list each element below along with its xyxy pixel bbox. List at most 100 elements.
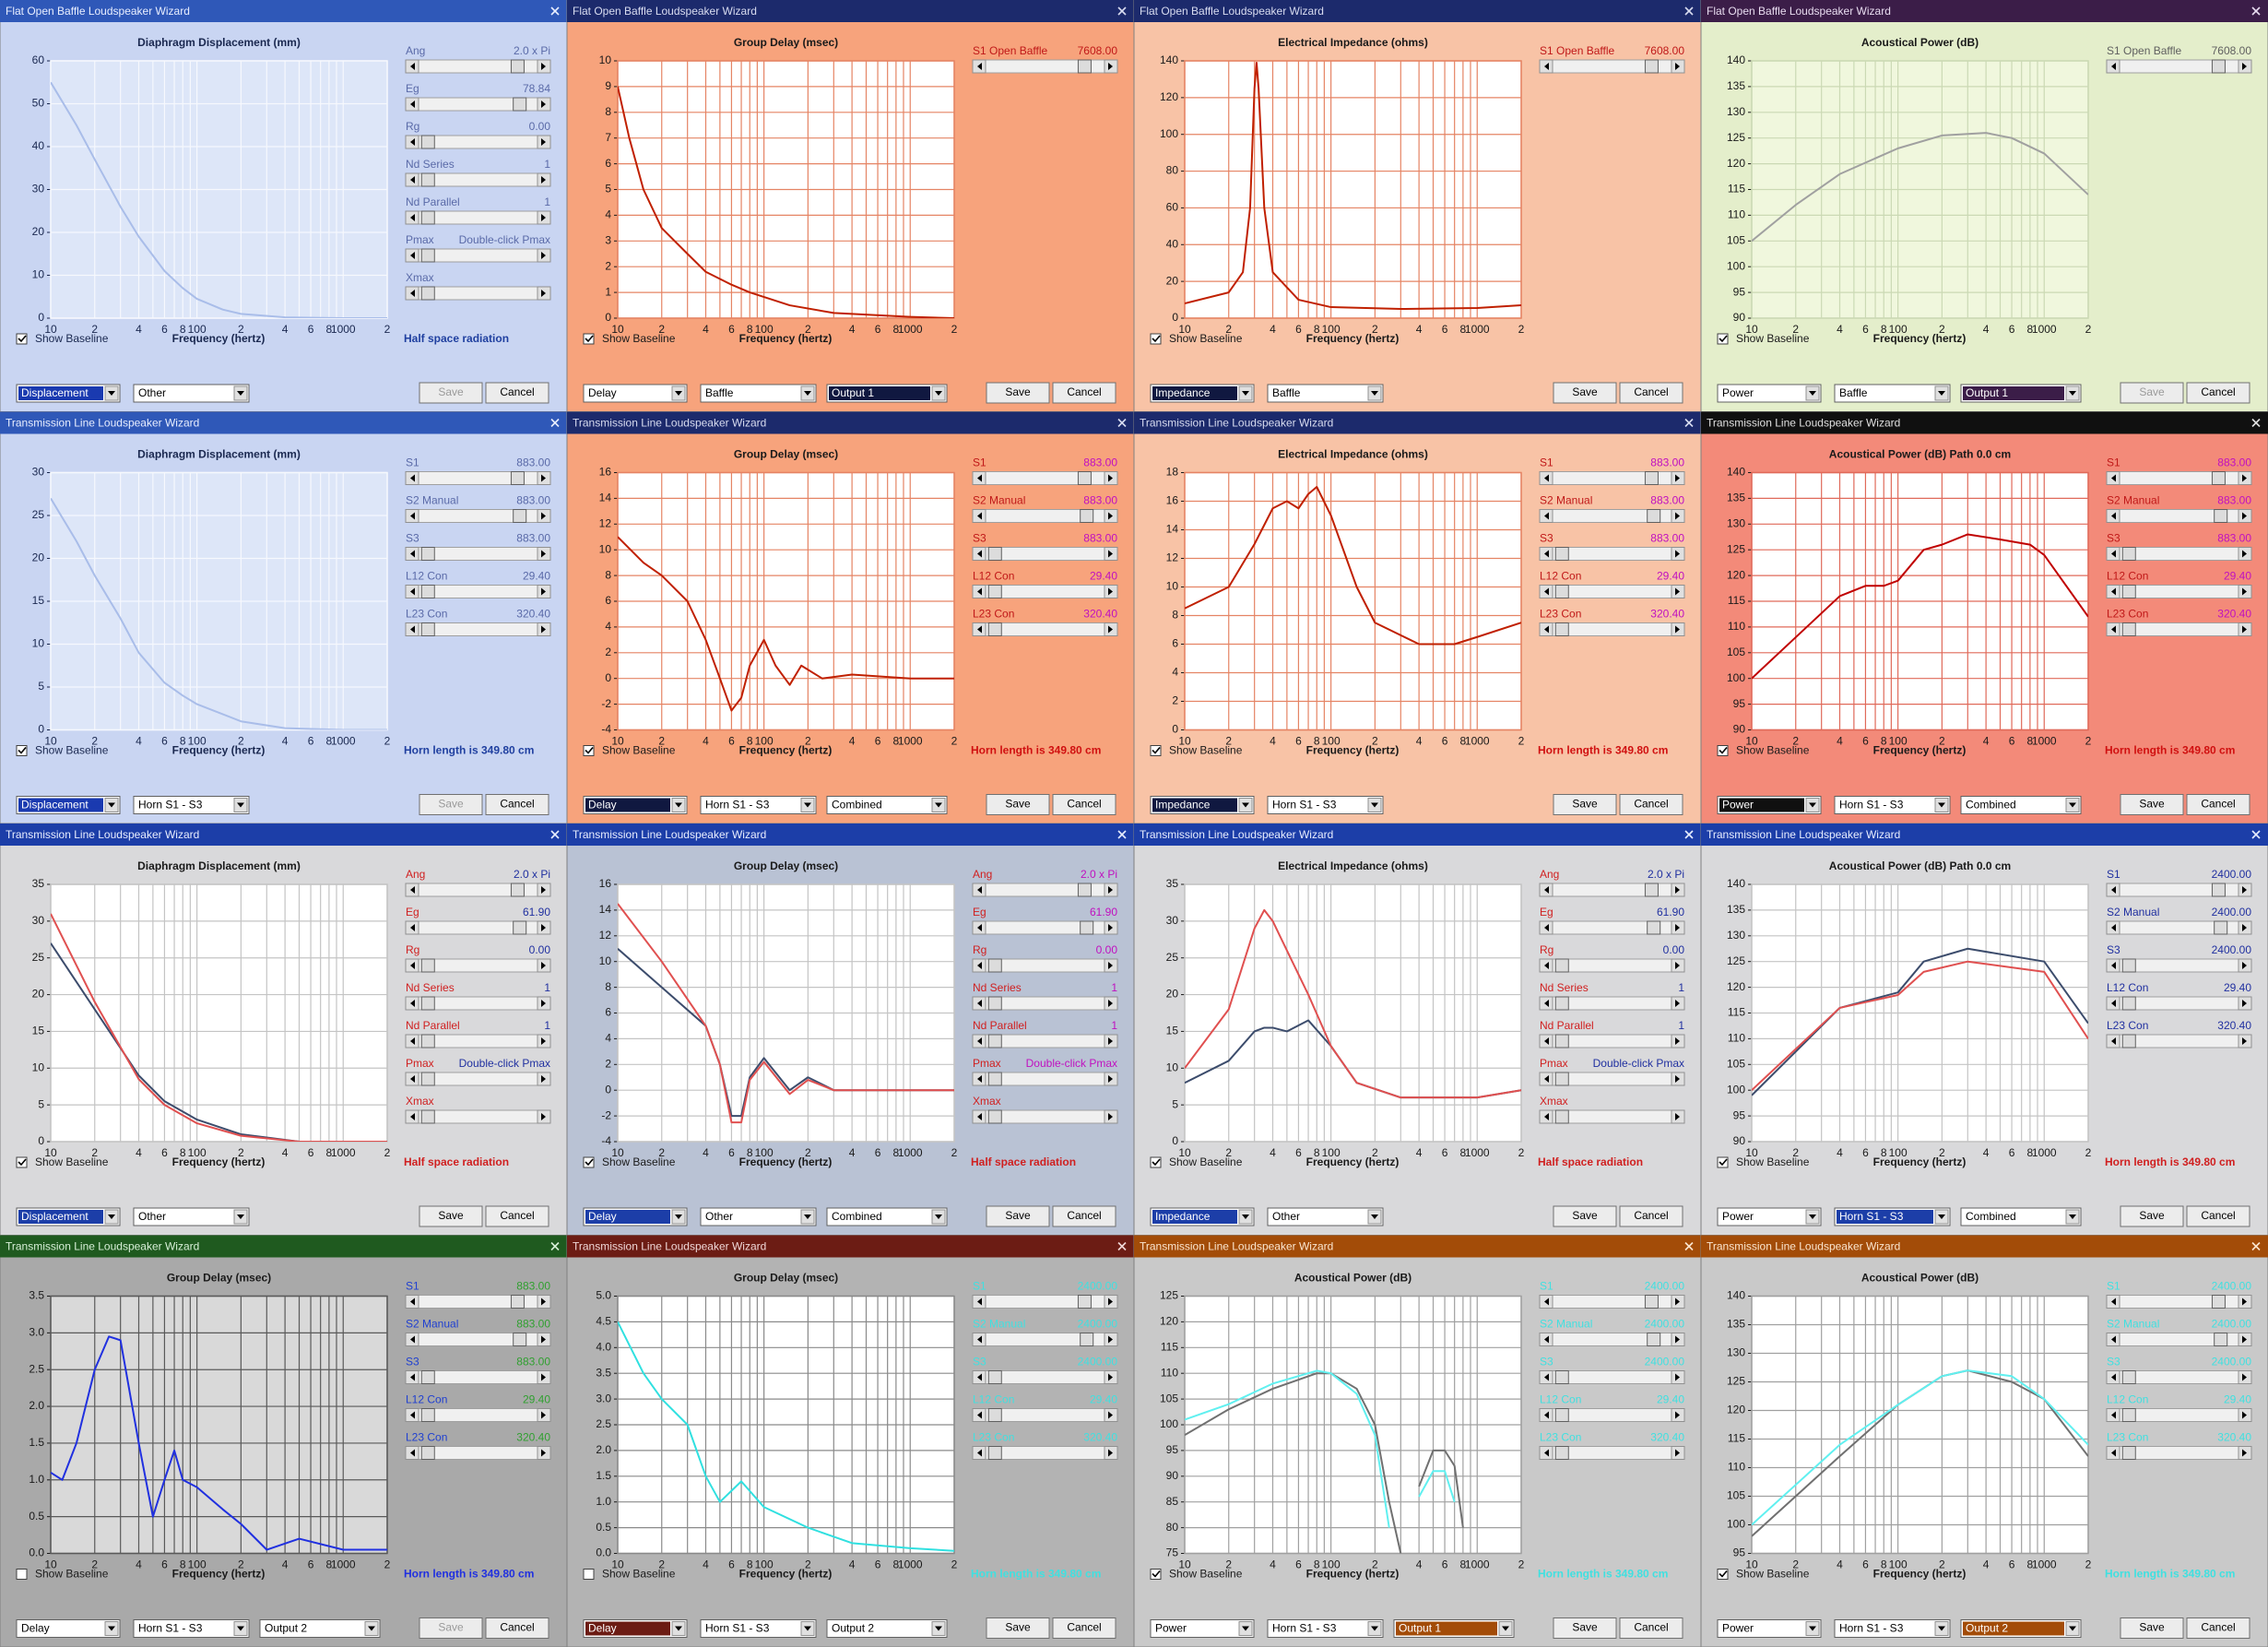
slider[interactable] bbox=[405, 97, 551, 112]
slider[interactable] bbox=[972, 622, 1118, 636]
slider[interactable] bbox=[1539, 1408, 1685, 1422]
slider[interactable] bbox=[1539, 59, 1685, 74]
button[interactable]: Cancel bbox=[1052, 1205, 1116, 1227]
close-button[interactable] bbox=[1684, 6, 1694, 16]
button[interactable]: Save bbox=[1553, 794, 1617, 815]
close-button[interactable] bbox=[550, 830, 560, 839]
checkbox[interactable]: Show Baseline bbox=[583, 1568, 676, 1581]
slider[interactable] bbox=[972, 1072, 1118, 1086]
slider[interactable] bbox=[405, 547, 551, 561]
button[interactable]: Cancel bbox=[2186, 382, 2250, 404]
slider[interactable] bbox=[2106, 1408, 2252, 1422]
dropdown[interactable]: Horn S1 - S3 bbox=[1267, 1619, 1384, 1638]
button[interactable]: Save bbox=[986, 1617, 1050, 1639]
slider[interactable] bbox=[2106, 920, 2252, 935]
close-button[interactable] bbox=[1117, 418, 1127, 428]
slider[interactable] bbox=[1539, 1446, 1685, 1460]
button[interactable]: Cancel bbox=[485, 382, 549, 404]
dropdown[interactable]: Output 2 bbox=[259, 1619, 381, 1638]
slider[interactable] bbox=[972, 883, 1118, 897]
slider[interactable] bbox=[1539, 883, 1685, 897]
slider[interactable] bbox=[405, 958, 551, 973]
close-button[interactable] bbox=[1684, 418, 1694, 428]
dropdown[interactable]: Power bbox=[1717, 1207, 1822, 1226]
slider[interactable] bbox=[2106, 996, 2252, 1011]
checkbox[interactable]: Show Baseline bbox=[1717, 1155, 1810, 1168]
checkbox[interactable]: Show Baseline bbox=[16, 1568, 109, 1581]
dropdown[interactable]: Horn S1 - S3 bbox=[133, 796, 250, 814]
close-button[interactable] bbox=[550, 1241, 560, 1251]
button[interactable]: Cancel bbox=[1619, 1205, 1683, 1227]
dropdown[interactable]: Other bbox=[133, 384, 250, 403]
slider[interactable] bbox=[972, 1408, 1118, 1422]
button[interactable]: Cancel bbox=[485, 794, 549, 815]
button[interactable]: Cancel bbox=[1052, 1617, 1116, 1639]
slider[interactable] bbox=[405, 622, 551, 636]
checkbox[interactable]: Show Baseline bbox=[583, 332, 676, 345]
dropdown[interactable]: Horn S1 - S3 bbox=[1834, 1207, 1951, 1226]
close-button[interactable] bbox=[2251, 418, 2261, 428]
slider[interactable] bbox=[972, 1109, 1118, 1124]
dropdown[interactable]: Impedance bbox=[1150, 384, 1255, 403]
slider[interactable] bbox=[405, 59, 551, 74]
slider[interactable] bbox=[405, 1109, 551, 1124]
checkbox[interactable]: Show Baseline bbox=[16, 1155, 109, 1168]
button[interactable]: Save bbox=[1553, 1205, 1617, 1227]
slider[interactable] bbox=[2106, 585, 2252, 598]
checkbox[interactable]: Show Baseline bbox=[1717, 1568, 1810, 1581]
close-button[interactable] bbox=[550, 418, 560, 428]
slider[interactable] bbox=[1539, 958, 1685, 973]
slider[interactable] bbox=[2106, 1370, 2252, 1384]
slider[interactable] bbox=[972, 1034, 1118, 1049]
checkbox[interactable]: Show Baseline bbox=[1150, 332, 1243, 345]
dropdown[interactable]: Delay bbox=[583, 796, 688, 814]
dropdown[interactable]: Delay bbox=[583, 384, 688, 403]
slider[interactable] bbox=[972, 547, 1118, 561]
slider[interactable] bbox=[405, 210, 551, 225]
slider[interactable] bbox=[405, 1446, 551, 1460]
dropdown[interactable]: Impedance bbox=[1150, 796, 1255, 814]
checkbox[interactable]: Show Baseline bbox=[1150, 1155, 1243, 1168]
dropdown[interactable]: Combined bbox=[826, 796, 948, 814]
slider[interactable] bbox=[1539, 1333, 1685, 1346]
button[interactable]: Cancel bbox=[2186, 794, 2250, 815]
dropdown[interactable]: Output 2 bbox=[1960, 1619, 2082, 1638]
slider[interactable] bbox=[405, 471, 551, 485]
slider[interactable] bbox=[405, 920, 551, 935]
slider[interactable] bbox=[1539, 1072, 1685, 1086]
checkbox[interactable]: Show Baseline bbox=[1717, 332, 1810, 345]
button[interactable]: Cancel bbox=[1052, 382, 1116, 404]
close-button[interactable] bbox=[2251, 6, 2261, 16]
button[interactable]: Save bbox=[1553, 382, 1617, 404]
slider[interactable] bbox=[405, 509, 551, 523]
button[interactable]: Cancel bbox=[2186, 1617, 2250, 1639]
dropdown[interactable]: Output 1 bbox=[1960, 384, 2082, 403]
checkbox[interactable]: Show Baseline bbox=[16, 332, 109, 345]
slider[interactable] bbox=[405, 1370, 551, 1384]
slider[interactable] bbox=[972, 471, 1118, 485]
dropdown[interactable]: Horn S1 - S3 bbox=[700, 796, 817, 814]
close-button[interactable] bbox=[1117, 1241, 1127, 1251]
dropdown[interactable]: Horn S1 - S3 bbox=[1267, 796, 1384, 814]
dropdown[interactable]: Displacement bbox=[16, 1207, 121, 1226]
close-button[interactable] bbox=[1684, 1241, 1694, 1251]
slider[interactable] bbox=[2106, 1034, 2252, 1049]
button[interactable]: Save bbox=[1553, 1617, 1617, 1639]
slider[interactable] bbox=[1539, 509, 1685, 523]
button[interactable]: Save bbox=[419, 1205, 483, 1227]
button[interactable]: Save bbox=[2120, 794, 2184, 815]
checkbox[interactable]: Show Baseline bbox=[16, 744, 109, 757]
slider[interactable] bbox=[972, 509, 1118, 523]
dropdown[interactable]: Combined bbox=[826, 1207, 948, 1226]
slider[interactable] bbox=[405, 1295, 551, 1309]
slider[interactable] bbox=[972, 1333, 1118, 1346]
checkbox[interactable]: Show Baseline bbox=[583, 744, 676, 757]
slider[interactable] bbox=[405, 1072, 551, 1086]
slider[interactable] bbox=[972, 1446, 1118, 1460]
dropdown[interactable]: Displacement bbox=[16, 796, 121, 814]
slider[interactable] bbox=[1539, 1370, 1685, 1384]
slider[interactable] bbox=[1539, 585, 1685, 598]
button[interactable]: Save bbox=[986, 382, 1050, 404]
checkbox[interactable]: Show Baseline bbox=[1717, 744, 1810, 757]
dropdown[interactable]: Output 1 bbox=[826, 384, 948, 403]
